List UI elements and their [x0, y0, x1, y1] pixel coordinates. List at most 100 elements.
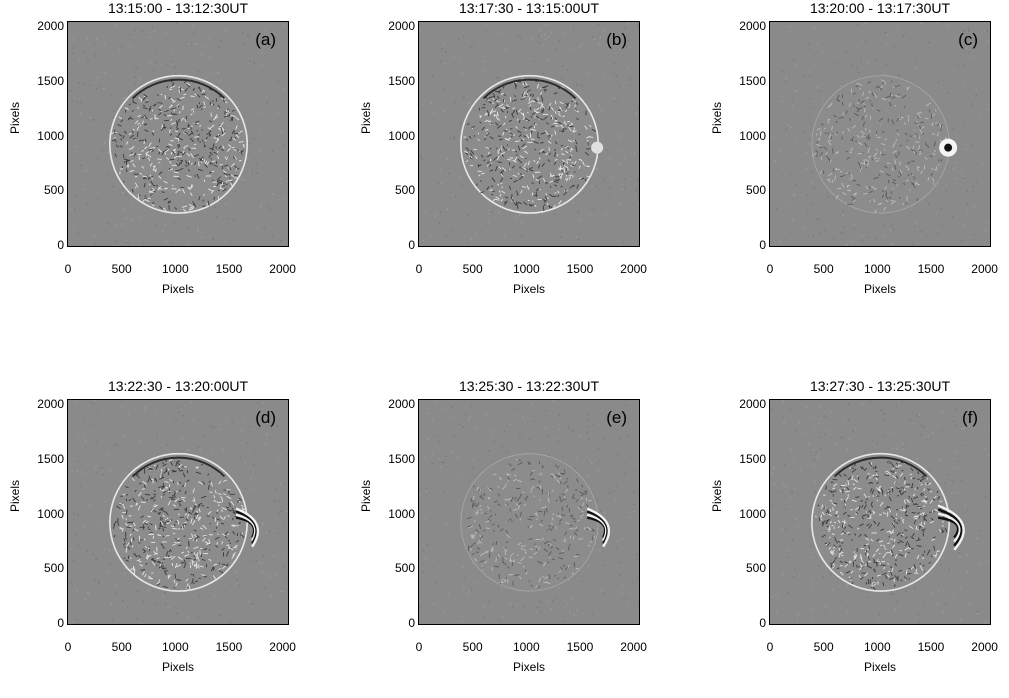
solar-image: (a) — [67, 21, 289, 247]
x-tick-label: 500 — [102, 262, 142, 276]
y-tick-label: 2000 — [24, 397, 64, 411]
x-tick-label: 0 — [399, 262, 439, 276]
x-tick-label: 2000 — [263, 262, 303, 276]
y-tick-label: 2000 — [375, 397, 415, 411]
x-tick-label: 0 — [48, 262, 88, 276]
y-axis-label: Pixels — [359, 102, 373, 134]
flare-region — [591, 142, 603, 154]
y-tick-label: 2000 — [726, 397, 766, 411]
x-tick-label: 0 — [48, 640, 88, 654]
y-tick-label: 500 — [24, 561, 64, 575]
x-axis-label: Pixels — [418, 282, 640, 296]
solar-disk — [110, 76, 247, 213]
panel-title: 13:20:00 - 13:17:30UT — [769, 0, 991, 16]
y-axis-label: Pixels — [710, 480, 724, 512]
panel-label: (f) — [962, 408, 978, 428]
panel-title: 13:27:30 - 13:25:30UT — [769, 378, 991, 394]
x-tick-label: 1500 — [911, 640, 951, 654]
x-tick-label: 1500 — [209, 640, 249, 654]
x-tick-label: 2000 — [263, 640, 303, 654]
x-tick-label: 0 — [750, 262, 790, 276]
y-tick-label: 1500 — [375, 74, 415, 88]
x-axis-label: Pixels — [418, 660, 640, 674]
panel-f: 13:27:30 - 13:25:30UT (f) Pixels 0 500 1000 15… — [702, 378, 1009, 698]
x-tick-label: 1500 — [560, 262, 600, 276]
y-tick-label: 500 — [726, 183, 766, 197]
x-tick-label: 1500 — [560, 640, 600, 654]
x-tick-label: 500 — [453, 262, 493, 276]
y-tick-label: 1000 — [24, 129, 64, 143]
panel-label: (b) — [606, 30, 627, 50]
panel-b: 13:17:30 - 13:15:00UT (b) Pixels 0 500 1000 15… — [351, 0, 681, 320]
y-tick-label: 0 — [24, 616, 64, 630]
x-tick-label: 1000 — [857, 640, 897, 654]
solar-disk-svg — [770, 400, 990, 624]
y-tick-label: 0 — [24, 238, 64, 252]
y-tick-label: 1500 — [726, 452, 766, 466]
panel-d: 13:22:30 - 13:20:00UT (d) Pixels 0 500 1000 15… — [0, 378, 330, 698]
x-tick-label: 500 — [804, 640, 844, 654]
x-tick-label: 500 — [102, 640, 142, 654]
y-tick-label: 500 — [24, 183, 64, 197]
y-tick-label: 2000 — [726, 19, 766, 33]
solar-disk — [461, 454, 598, 591]
panel-a: 13:15:00 - 13:12:30UT (a) Pixels 0 500 1000 15… — [0, 0, 330, 320]
y-tick-label: 500 — [375, 183, 415, 197]
y-tick-label: 0 — [726, 616, 766, 630]
solar-image: (e) — [418, 399, 640, 625]
x-axis-label: Pixels — [769, 282, 991, 296]
y-axis-label: Pixels — [8, 102, 22, 134]
y-tick-label: 0 — [375, 616, 415, 630]
solar-disk — [812, 76, 949, 213]
y-tick-label: 2000 — [375, 19, 415, 33]
panel-title: 13:17:30 - 13:15:00UT — [418, 0, 640, 16]
panel-label: (c) — [958, 30, 978, 50]
y-tick-label: 2000 — [24, 19, 64, 33]
x-axis-label: Pixels — [769, 660, 991, 674]
x-axis-label: Pixels — [67, 282, 289, 296]
y-tick-label: 1000 — [726, 129, 766, 143]
y-tick-label: 0 — [375, 238, 415, 252]
y-tick-label: 0 — [726, 238, 766, 252]
x-tick-label: 1000 — [857, 262, 897, 276]
y-tick-label: 1000 — [726, 507, 766, 521]
panel-label: (d) — [255, 408, 276, 428]
y-tick-label: 500 — [375, 561, 415, 575]
solar-image: (f) — [769, 399, 991, 625]
panel-title: 13:15:00 - 13:12:30UT — [67, 0, 289, 16]
y-tick-label: 1000 — [375, 507, 415, 521]
x-tick-label: 500 — [804, 262, 844, 276]
panel-label: (a) — [255, 30, 276, 50]
panel-e: 13:25:30 - 13:22:30UT (e) Pixels 0 500 1000 15… — [351, 378, 681, 698]
panel-title: 13:22:30 - 13:20:00UT — [67, 378, 289, 394]
x-tick-label: 1000 — [155, 262, 195, 276]
x-tick-label: 1500 — [911, 262, 951, 276]
panel-title: 13:25:30 - 13:22:30UT — [418, 378, 640, 394]
y-tick-label: 1500 — [726, 74, 766, 88]
x-tick-label: 1000 — [155, 640, 195, 654]
solar-disk — [812, 454, 949, 591]
y-tick-label: 1500 — [24, 74, 64, 88]
x-tick-label: 2000 — [965, 640, 1005, 654]
x-tick-label: 2000 — [965, 262, 1005, 276]
x-tick-label: 1500 — [209, 262, 249, 276]
y-axis-label: Pixels — [8, 480, 22, 512]
y-tick-label: 1500 — [375, 452, 415, 466]
solar-image: (d) — [67, 399, 289, 625]
panel-c: 13:20:00 - 13:17:30UT (c) Pixels 0 500 1000 15… — [702, 0, 1009, 320]
solar-disk-svg — [68, 22, 288, 246]
solar-image: (c) — [769, 21, 991, 247]
x-tick-label: 0 — [750, 640, 790, 654]
y-axis-label: Pixels — [710, 102, 724, 134]
panel-label: (e) — [606, 408, 627, 428]
x-tick-label: 500 — [453, 640, 493, 654]
solar-disk-svg — [770, 22, 990, 246]
x-tick-label: 1000 — [506, 640, 546, 654]
y-tick-label: 1000 — [375, 129, 415, 143]
x-tick-label: 2000 — [614, 262, 654, 276]
x-tick-label: 1000 — [506, 262, 546, 276]
x-axis-label: Pixels — [67, 660, 289, 674]
x-tick-label: 0 — [399, 640, 439, 654]
x-tick-label: 2000 — [614, 640, 654, 654]
y-tick-label: 500 — [726, 561, 766, 575]
